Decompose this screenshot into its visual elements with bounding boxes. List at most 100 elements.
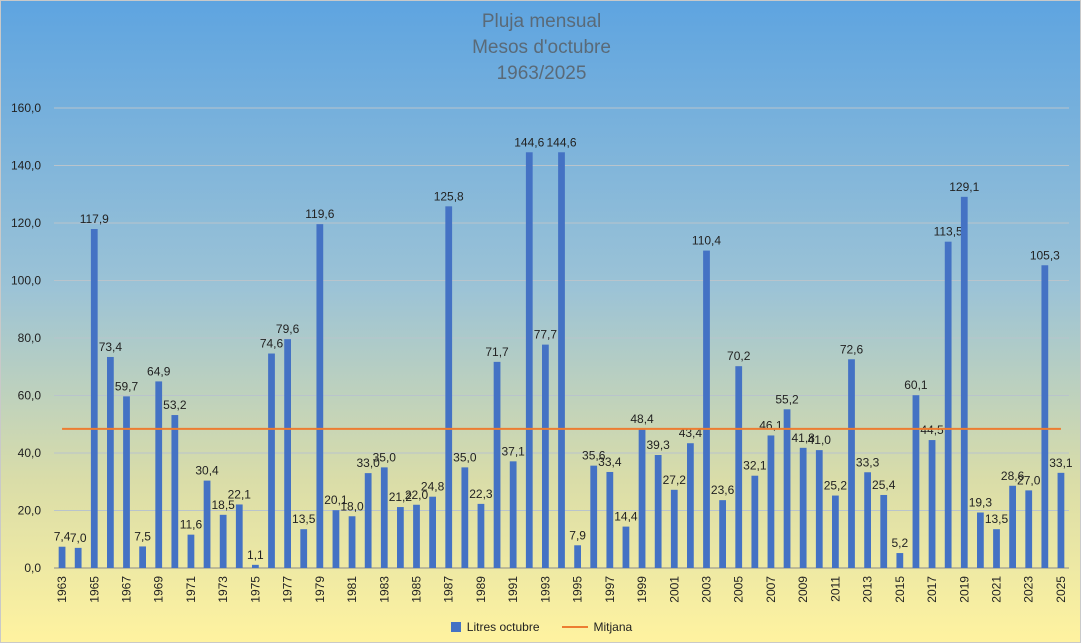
x-tick-label: 1993: [538, 576, 552, 603]
y-tick-label: 80,0: [18, 331, 42, 345]
y-tick-label: 120,0: [11, 216, 41, 230]
data-label-2007: 46,1: [759, 418, 783, 432]
x-tick-label: 1995: [571, 576, 585, 603]
bar-2014: [880, 494, 888, 568]
legend: Litres octubre Mitjana: [1, 620, 1081, 634]
x-tick-label: 2005: [732, 576, 746, 603]
data-label-1983: 35,0: [373, 450, 397, 464]
bar-1980: [332, 510, 340, 568]
legend-bar-label: Litres octubre: [466, 620, 540, 634]
legend-line-label: Mitjana: [593, 620, 633, 634]
data-label-2025: 33,1: [1049, 456, 1073, 470]
data-label-2000: 39,3: [646, 438, 670, 452]
bar-1990: [493, 361, 501, 568]
bar-1978: [300, 529, 308, 568]
x-tick-label: 1981: [345, 576, 359, 603]
chart-title-line-3: 1963/2025: [496, 63, 587, 84]
data-label-1964: 7,0: [70, 531, 87, 545]
data-label-1998: 14,4: [614, 510, 638, 524]
data-label-1994: 144,6: [546, 135, 576, 149]
bar-1985: [413, 504, 420, 568]
bar-2025: [1057, 472, 1065, 568]
bar-1998: [622, 526, 630, 568]
x-tick-label: 2021: [990, 576, 1004, 603]
data-label-1974: 22,1: [228, 487, 252, 501]
bar-1983: [380, 467, 388, 568]
data-label-1979: 119,6: [305, 207, 334, 221]
data-label-2018: 113,5: [934, 225, 963, 239]
x-tick-label: 2003: [700, 576, 714, 603]
data-label-1987: 125,8: [434, 189, 464, 203]
x-tick-label: 1965: [87, 576, 101, 603]
data-label-1985: 22,0: [405, 488, 429, 502]
data-label-2022: 28,6: [1001, 469, 1025, 483]
data-label-1995: 7,9: [569, 528, 586, 542]
bar-2020: [977, 512, 984, 568]
bar-2015: [896, 553, 904, 568]
bar-1992: [525, 152, 533, 568]
bar-2022: [1009, 485, 1016, 568]
data-label-2010: 41,0: [808, 433, 832, 447]
y-tick-label: 0,0: [24, 561, 41, 575]
data-label-2020: 19,3: [969, 496, 993, 510]
bar-1999: [638, 428, 646, 568]
data-label-2012: 72,6: [840, 342, 864, 356]
data-label-1980: 20,1: [324, 493, 348, 507]
bar-1965: [90, 229, 98, 568]
x-tick-label: 1985: [410, 576, 424, 603]
data-label-2004: 23,6: [711, 483, 735, 497]
bar-1979: [316, 224, 324, 568]
bar-1993: [542, 344, 549, 568]
data-label-1971: 11,6: [180, 518, 203, 532]
data-label-1992: 144,6: [514, 135, 544, 149]
bar-1970: [171, 415, 179, 568]
x-tick-label: 2007: [764, 576, 778, 603]
x-tick-label: 2017: [925, 576, 939, 603]
x-tick-label: 1983: [377, 576, 391, 603]
bar-1991: [509, 461, 517, 568]
data-label-2014: 25,4: [872, 478, 896, 492]
data-label-1996: 35,6: [582, 449, 606, 463]
data-label-1975: 1,1: [247, 548, 264, 562]
bar-1973: [219, 514, 227, 568]
x-tick-label: 2023: [1022, 576, 1036, 603]
bar-1996: [590, 465, 598, 568]
data-label-1967: 59,7: [115, 379, 139, 393]
bar-2001: [670, 489, 678, 568]
x-tick-label: 1973: [216, 576, 230, 603]
bar-2009: [799, 447, 807, 568]
x-tick-label: 1991: [506, 576, 520, 603]
data-label-1982: 33,0: [356, 456, 380, 470]
y-tick-label: 60,0: [18, 389, 42, 403]
bar-1975: [252, 564, 259, 568]
x-tick-label: 1967: [120, 576, 134, 603]
bar-1994: [558, 152, 565, 568]
y-tick-label: 160,0: [11, 101, 41, 115]
bar-1972: [203, 480, 211, 568]
data-label-1977: 79,6: [276, 322, 300, 336]
data-label-2008: 55,2: [775, 392, 799, 406]
y-tick-label: 140,0: [11, 159, 41, 173]
chart-title-line-2: Mesos d'octubre: [472, 37, 611, 58]
data-label-1970: 53,2: [163, 398, 187, 412]
bar-1966: [107, 356, 114, 568]
bar-1977: [284, 339, 291, 568]
y-tick-label: 40,0: [18, 446, 42, 460]
bar-2013: [864, 472, 871, 568]
x-tick-label: 1975: [248, 576, 262, 603]
data-label-1976: 74,6: [260, 337, 284, 351]
data-label-2005: 70,2: [727, 349, 751, 363]
bar-2006: [751, 475, 759, 568]
data-label-2011: 25,2: [824, 479, 848, 493]
bar-1982: [364, 473, 372, 568]
x-tick-label: 1977: [281, 576, 295, 603]
data-label-2016: 60,1: [904, 378, 928, 392]
x-tick-label: 2019: [957, 576, 971, 603]
bar-2005: [735, 366, 743, 568]
bar-1989: [477, 503, 485, 568]
data-label-1988: 35,0: [453, 450, 477, 464]
bar-1995: [574, 545, 581, 568]
bar-1969: [155, 381, 163, 568]
bar-1963: [58, 546, 66, 568]
